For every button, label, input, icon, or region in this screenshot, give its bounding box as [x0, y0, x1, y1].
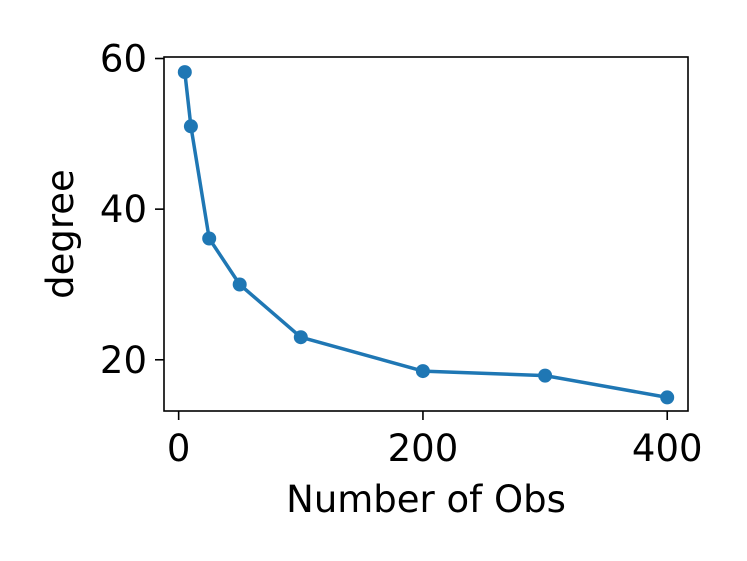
data-point — [660, 390, 675, 405]
data-point — [177, 65, 192, 80]
y-tick-label: 20 — [100, 339, 147, 382]
y-tick-label: 40 — [100, 188, 147, 231]
x-axis-label: Number of Obs — [286, 478, 566, 521]
x-tick-label: 0 — [167, 427, 191, 470]
x-axis-ticks: 0 200 400 — [167, 411, 703, 470]
x-tick-label: 400 — [632, 427, 703, 470]
data-point — [538, 368, 553, 383]
data-point — [232, 277, 247, 292]
data-point — [202, 231, 217, 246]
series-line — [183, 70, 669, 400]
data-point — [293, 330, 308, 345]
y-axis-ticks: 20 40 60 — [100, 38, 164, 382]
plot-area — [177, 65, 675, 405]
x-tick-label: 200 — [388, 427, 459, 470]
data-point — [415, 364, 430, 379]
data-point — [183, 119, 198, 134]
axes-frame — [163, 56, 689, 412]
y-axis-label: degree — [39, 169, 82, 299]
y-tick-label: 60 — [100, 38, 147, 81]
